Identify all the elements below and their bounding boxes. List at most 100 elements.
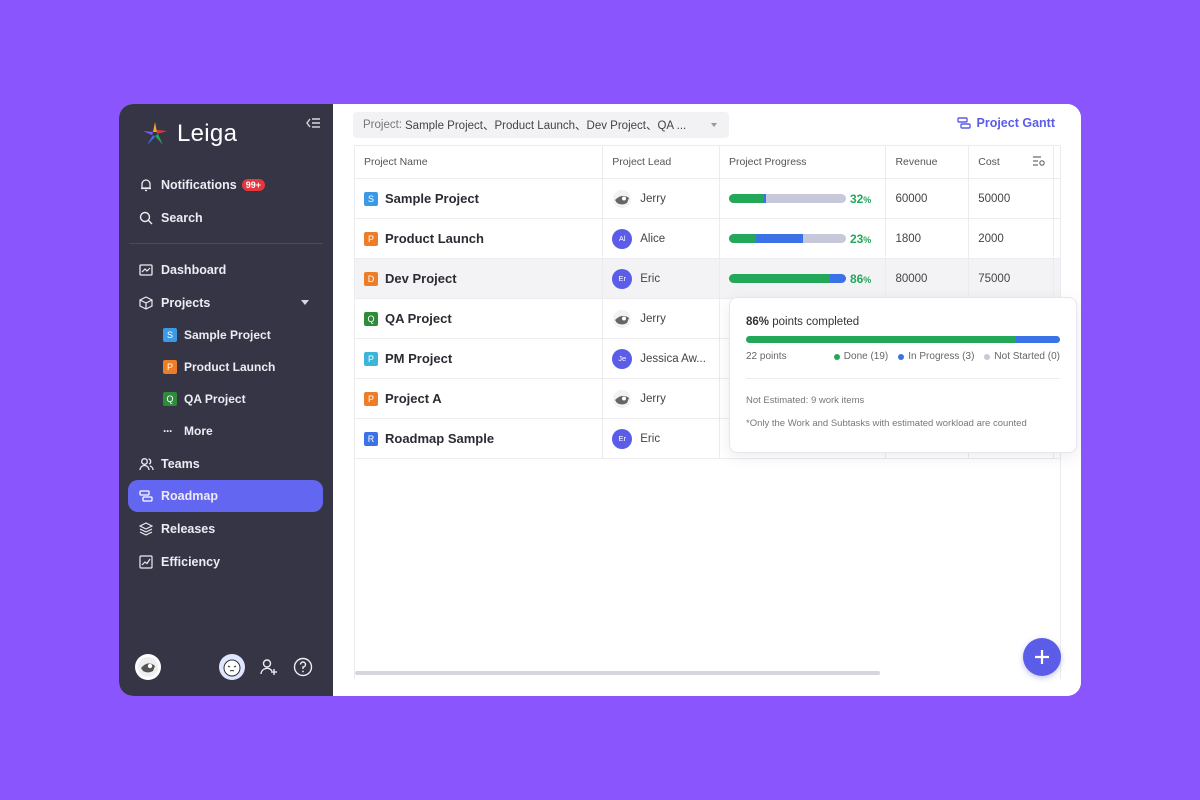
table-row[interactable]: D Dev Project Er Eric 86% 80000 75000 [355,259,1060,299]
sidebar-subitem-qa-project[interactable]: Q QA Project [119,383,333,415]
project-gantt-button[interactable]: Project Gantt [956,116,1055,130]
sidebar-subitem-more[interactable]: ··· More [119,415,333,447]
project-progress-cell[interactable]: 86% [720,259,887,298]
project-name-cell[interactable]: R Roadmap Sample [355,419,604,458]
project-lead-cell[interactable]: Je Jessica Aw... [603,339,720,378]
project-lead-cell[interactable]: Jerry [603,179,720,218]
lead-avatar: Je [612,348,633,369]
project-letter-icon: S [364,191,378,206]
revenue-cell[interactable]: 80000 [886,259,970,298]
sidebar-item-projects[interactable]: Projects [119,286,333,319]
row-spacer [1054,219,1060,258]
legend-not-started: Not Started (0) [984,351,1060,362]
project-letter-icon: Q [364,311,378,326]
sidebar-item-label: Dashboard [161,262,227,277]
cost-cell[interactable]: 2000 [969,219,1054,258]
project-name-cell[interactable]: P Product Launch [355,219,604,258]
revenue-value: 60000 [895,192,928,205]
lead-name: Jerry [640,312,666,325]
cost-value: 50000 [978,192,1011,205]
project-name: QA Project [385,311,452,326]
column-header[interactable]: Project Name [355,146,604,178]
project-letter-icon: P [364,391,378,406]
logo-row: Leiga [119,104,333,164]
sidebar-subitem-label: Sample Project [184,328,271,342]
legend-label: In Progress (3) [908,351,975,362]
project-lead-cell[interactable]: Jerry [603,299,720,338]
sidebar-item-search[interactable]: Search [119,201,333,234]
project-name-cell[interactable]: Q QA Project [355,299,604,338]
progress-bar-done [728,274,830,283]
project-progress-cell[interactable]: 32% [720,179,887,218]
project-lead-cell[interactable]: Er Eric [603,419,720,458]
cost-cell[interactable]: 75000 [969,259,1054,298]
legend-dot [984,353,991,360]
legend-dot [898,353,905,360]
chevron-down-icon[interactable] [301,300,309,305]
column-settings-icon[interactable] [1032,155,1045,167]
dashboard-icon [138,262,154,278]
revenue-cell[interactable]: 1800 [886,219,970,258]
project-filter-select[interactable]: Project: Sample Project、Product Launch、D… [353,112,729,138]
project-letter-icon: P [364,351,378,366]
revenue-cell[interactable]: 60000 [886,179,970,218]
sidebar-subitem-product-launch[interactable]: P Product Launch [119,351,333,383]
sidebar-item-releases[interactable]: Releases [119,512,333,545]
column-header[interactable]: Project Progress [720,146,887,178]
table-row[interactable]: P Product Launch Al Alice 23% 1800 2000 [355,219,1060,259]
sidebar-item-label: Efficiency [161,554,221,569]
progress-bar [728,274,846,283]
table-row[interactable]: R Roadmap Sample Er Eric [355,419,1060,459]
horizontal-scrollbar[interactable] [355,671,880,675]
cube-icon [138,295,154,311]
layers-icon [138,521,154,537]
collapse-sidebar-icon[interactable] [305,116,323,132]
tooltip-bar-in-progress [1016,336,1060,343]
progress-percent-value: 32 [849,191,864,206]
project-lead-cell[interactable]: Al Alice [603,219,720,258]
sidebar-item-notifications[interactable]: Notifications 99+ [119,168,333,201]
sidebar-item-dashboard[interactable]: Dashboard [119,253,333,286]
cost-cell[interactable]: 50000 [969,179,1054,218]
more-dots-icon: ··· [163,424,173,438]
mascot-icon[interactable] [219,654,245,680]
legend-done: Done (19) [833,351,888,362]
lead-avatar-icon [612,188,633,209]
project-letter-icon: P [163,360,177,374]
add-user-icon[interactable] [259,657,279,677]
project-name-cell[interactable]: S Sample Project [355,179,604,218]
project-lead-cell[interactable]: Er Eric [603,259,720,298]
add-button[interactable] [1023,638,1061,676]
lead-name: Eric [640,432,661,445]
app-window: Leiga Notifications 99+ Search Dashboard [119,104,1081,696]
lead-name: Jerry [640,192,666,205]
column-header[interactable]: Cost [969,146,1054,178]
help-icon[interactable] [293,657,313,677]
chevron-down-icon [711,123,717,127]
project-progress-cell[interactable]: 23% [720,219,887,258]
gantt-icon [956,116,971,130]
sidebar-item-roadmap[interactable]: Roadmap [128,480,323,512]
progress-percent: 32% [850,192,871,206]
sidebar-item-teams[interactable]: Teams [119,447,333,480]
project-name-cell[interactable]: P PM Project [355,339,604,378]
sidebar-item-label: Teams [161,456,200,471]
progress-bar-in-progress [755,234,803,243]
notification-count-badge: 99+ [241,178,265,191]
project-name-cell[interactable]: P Project A [355,379,604,418]
sidebar-item-efficiency[interactable]: Efficiency [119,545,333,578]
project-name-cell[interactable]: D Dev Project [355,259,604,298]
lead-name: Eric [640,272,661,285]
column-header[interactable]: Revenue [886,146,970,178]
user-avatar[interactable] [135,654,161,680]
progress-percent: 86% [850,272,871,286]
lead-name: Jessica Aw... [640,352,706,365]
column-header[interactable]: Project Lead [603,146,720,178]
progress-bar-done [728,194,765,203]
project-lead-cell[interactable]: Jerry [603,379,720,418]
table-row[interactable]: S Sample Project Jerry 32% 60000 50000 [355,179,1060,219]
table-row[interactable]: P Project A Jerry [355,379,1060,419]
sidebar-subitem-sample-project[interactable]: S Sample Project [119,319,333,351]
percent-sign: % [863,274,872,285]
tooltip-divider [746,378,1060,379]
